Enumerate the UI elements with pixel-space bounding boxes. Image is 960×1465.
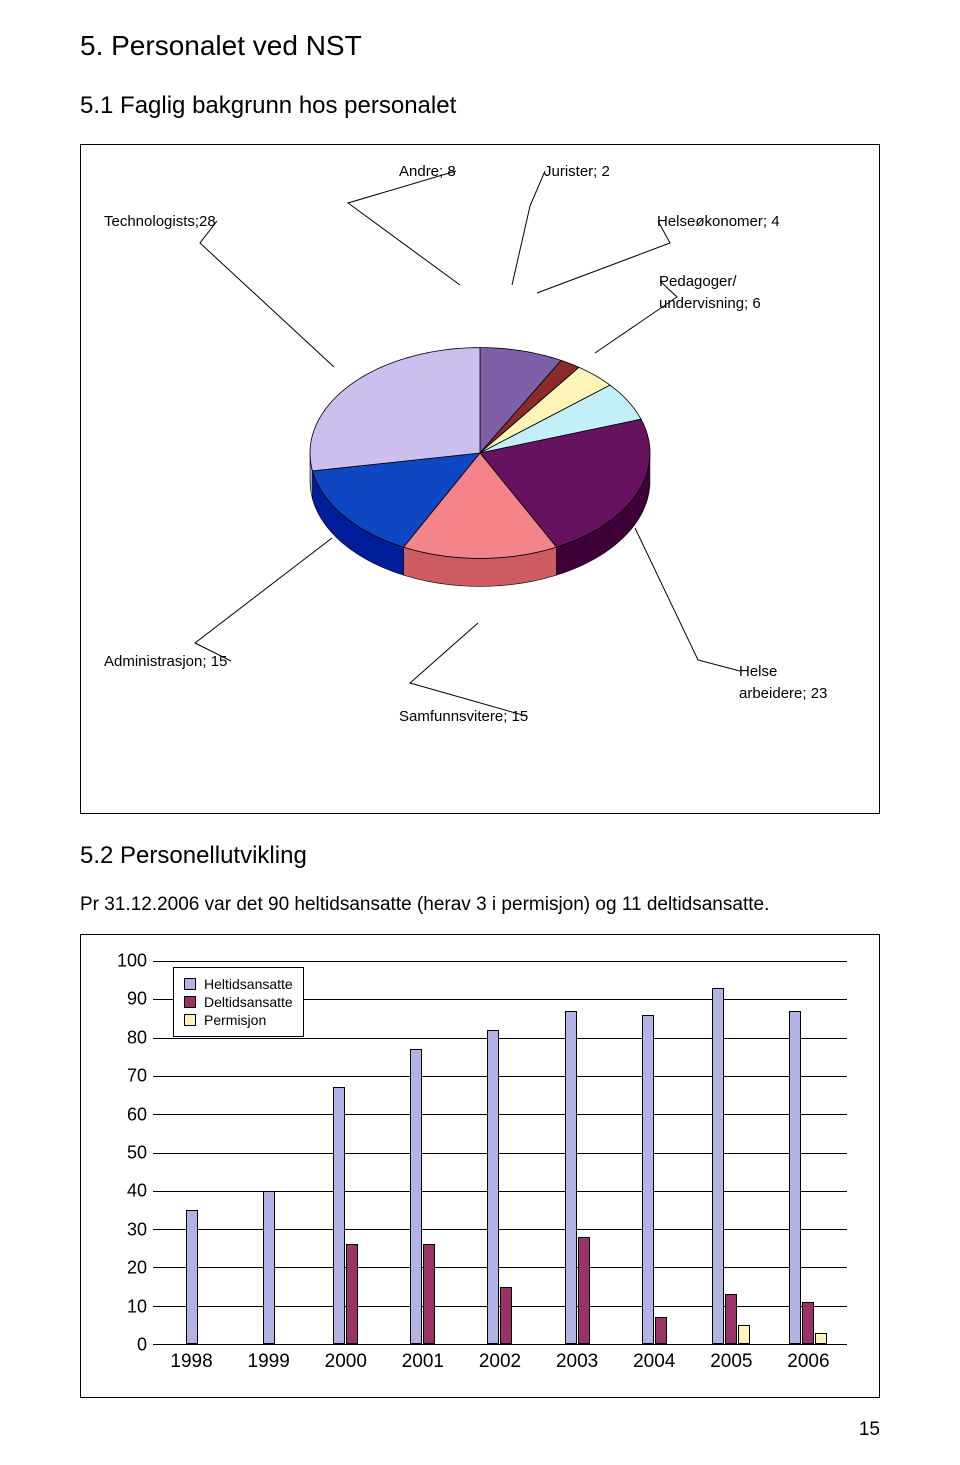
- chart-legend: Heltidsansatte Deltidsansatte Permisjon: [173, 967, 304, 1037]
- bar: [578, 1237, 590, 1344]
- pie-label: undervisning; 6: [659, 295, 761, 312]
- bar-group: [384, 961, 461, 1344]
- bar: [487, 1030, 499, 1344]
- bar: [423, 1244, 435, 1344]
- section-heading-5-2: 5.2 Personellutvikling: [80, 842, 880, 870]
- pie-label: Jurister; 2: [544, 163, 610, 180]
- bar: [565, 1011, 577, 1344]
- legend-swatch: [184, 996, 196, 1008]
- pie-label: Helseøkonomer; 4: [657, 213, 780, 230]
- bar: [815, 1333, 827, 1344]
- pie-slice: [310, 348, 480, 471]
- bar: [642, 1015, 654, 1344]
- legend-label: Deltidsansatte: [204, 994, 293, 1010]
- y-axis-tick: 60: [103, 1104, 147, 1125]
- section-heading-5: 5. Personalet ved NST: [80, 30, 880, 62]
- bar: [263, 1191, 275, 1344]
- legend-item: Permisjon: [184, 1012, 293, 1028]
- x-axis-label: 2001: [402, 1351, 444, 1373]
- bar: [738, 1325, 750, 1344]
- pie-label: Administrasjon; 15: [104, 653, 227, 670]
- y-axis-tick: 70: [103, 1066, 147, 1087]
- bar: [346, 1244, 358, 1344]
- y-axis-tick: 30: [103, 1219, 147, 1240]
- y-axis-tick: 100: [103, 951, 147, 972]
- x-axis-label: 2000: [325, 1351, 367, 1373]
- bar: [802, 1302, 814, 1344]
- x-axis-label: 2002: [479, 1351, 521, 1373]
- pie-label: Samfunnsvitere; 15: [399, 708, 528, 725]
- bar-group: [461, 961, 538, 1344]
- bar-group: [770, 961, 847, 1344]
- legend-item: Heltidsansatte: [184, 976, 293, 992]
- bar: [712, 988, 724, 1344]
- bar: [410, 1049, 422, 1344]
- x-axis-label: 1998: [170, 1351, 212, 1373]
- legend-label: Permisjon: [204, 1012, 266, 1028]
- x-axis-label: 2003: [556, 1351, 598, 1373]
- pie-label: arbeidere; 23: [739, 685, 827, 702]
- y-axis-tick: 50: [103, 1143, 147, 1164]
- x-axis-label: 2006: [787, 1351, 829, 1373]
- pie-label: Pedagoger/: [659, 273, 737, 290]
- bar-group: [307, 961, 384, 1344]
- y-axis-tick: 80: [103, 1027, 147, 1048]
- body-paragraph: Pr 31.12.2006 var det 90 heltidsansatte …: [80, 894, 880, 916]
- legend-swatch: [184, 978, 196, 990]
- bar-chart-container: 0 10 20 30 40 50 60 70 80 90 100 1998 1999 2000 2001 20…: [80, 934, 880, 1398]
- legend-item: Deltidsansatte: [184, 994, 293, 1010]
- bar-group: [539, 961, 616, 1344]
- pie-label: Technologists;28: [104, 213, 216, 230]
- bar-group: [616, 961, 693, 1344]
- pie-chart-container: Andre; 8 Jurister; 2 Helseøkonomer; 4 Pedag…: [80, 144, 880, 814]
- bar-group: [693, 961, 770, 1344]
- bar: [186, 1210, 198, 1344]
- y-axis-tick: 40: [103, 1181, 147, 1202]
- x-axis-label: 2004: [633, 1351, 675, 1373]
- y-axis-tick: 20: [103, 1258, 147, 1279]
- y-axis-tick: 10: [103, 1296, 147, 1317]
- bar: [500, 1287, 512, 1344]
- pie-label: Andre; 8: [399, 163, 456, 180]
- section-heading-5-1: 5.1 Faglig bakgrunn hos personalet: [80, 92, 880, 120]
- bar: [655, 1317, 667, 1344]
- y-axis-tick: 90: [103, 989, 147, 1010]
- legend-swatch: [184, 1014, 196, 1026]
- bar: [333, 1087, 345, 1344]
- y-axis-tick: 0: [103, 1335, 147, 1356]
- x-axis-label: 2005: [710, 1351, 752, 1373]
- bar: [725, 1294, 737, 1344]
- legend-label: Heltidsansatte: [204, 976, 293, 992]
- page-number: 15: [859, 1419, 880, 1441]
- x-axis-label: 1999: [248, 1351, 290, 1373]
- pie-label: Helse: [739, 663, 777, 680]
- bar: [789, 1011, 801, 1344]
